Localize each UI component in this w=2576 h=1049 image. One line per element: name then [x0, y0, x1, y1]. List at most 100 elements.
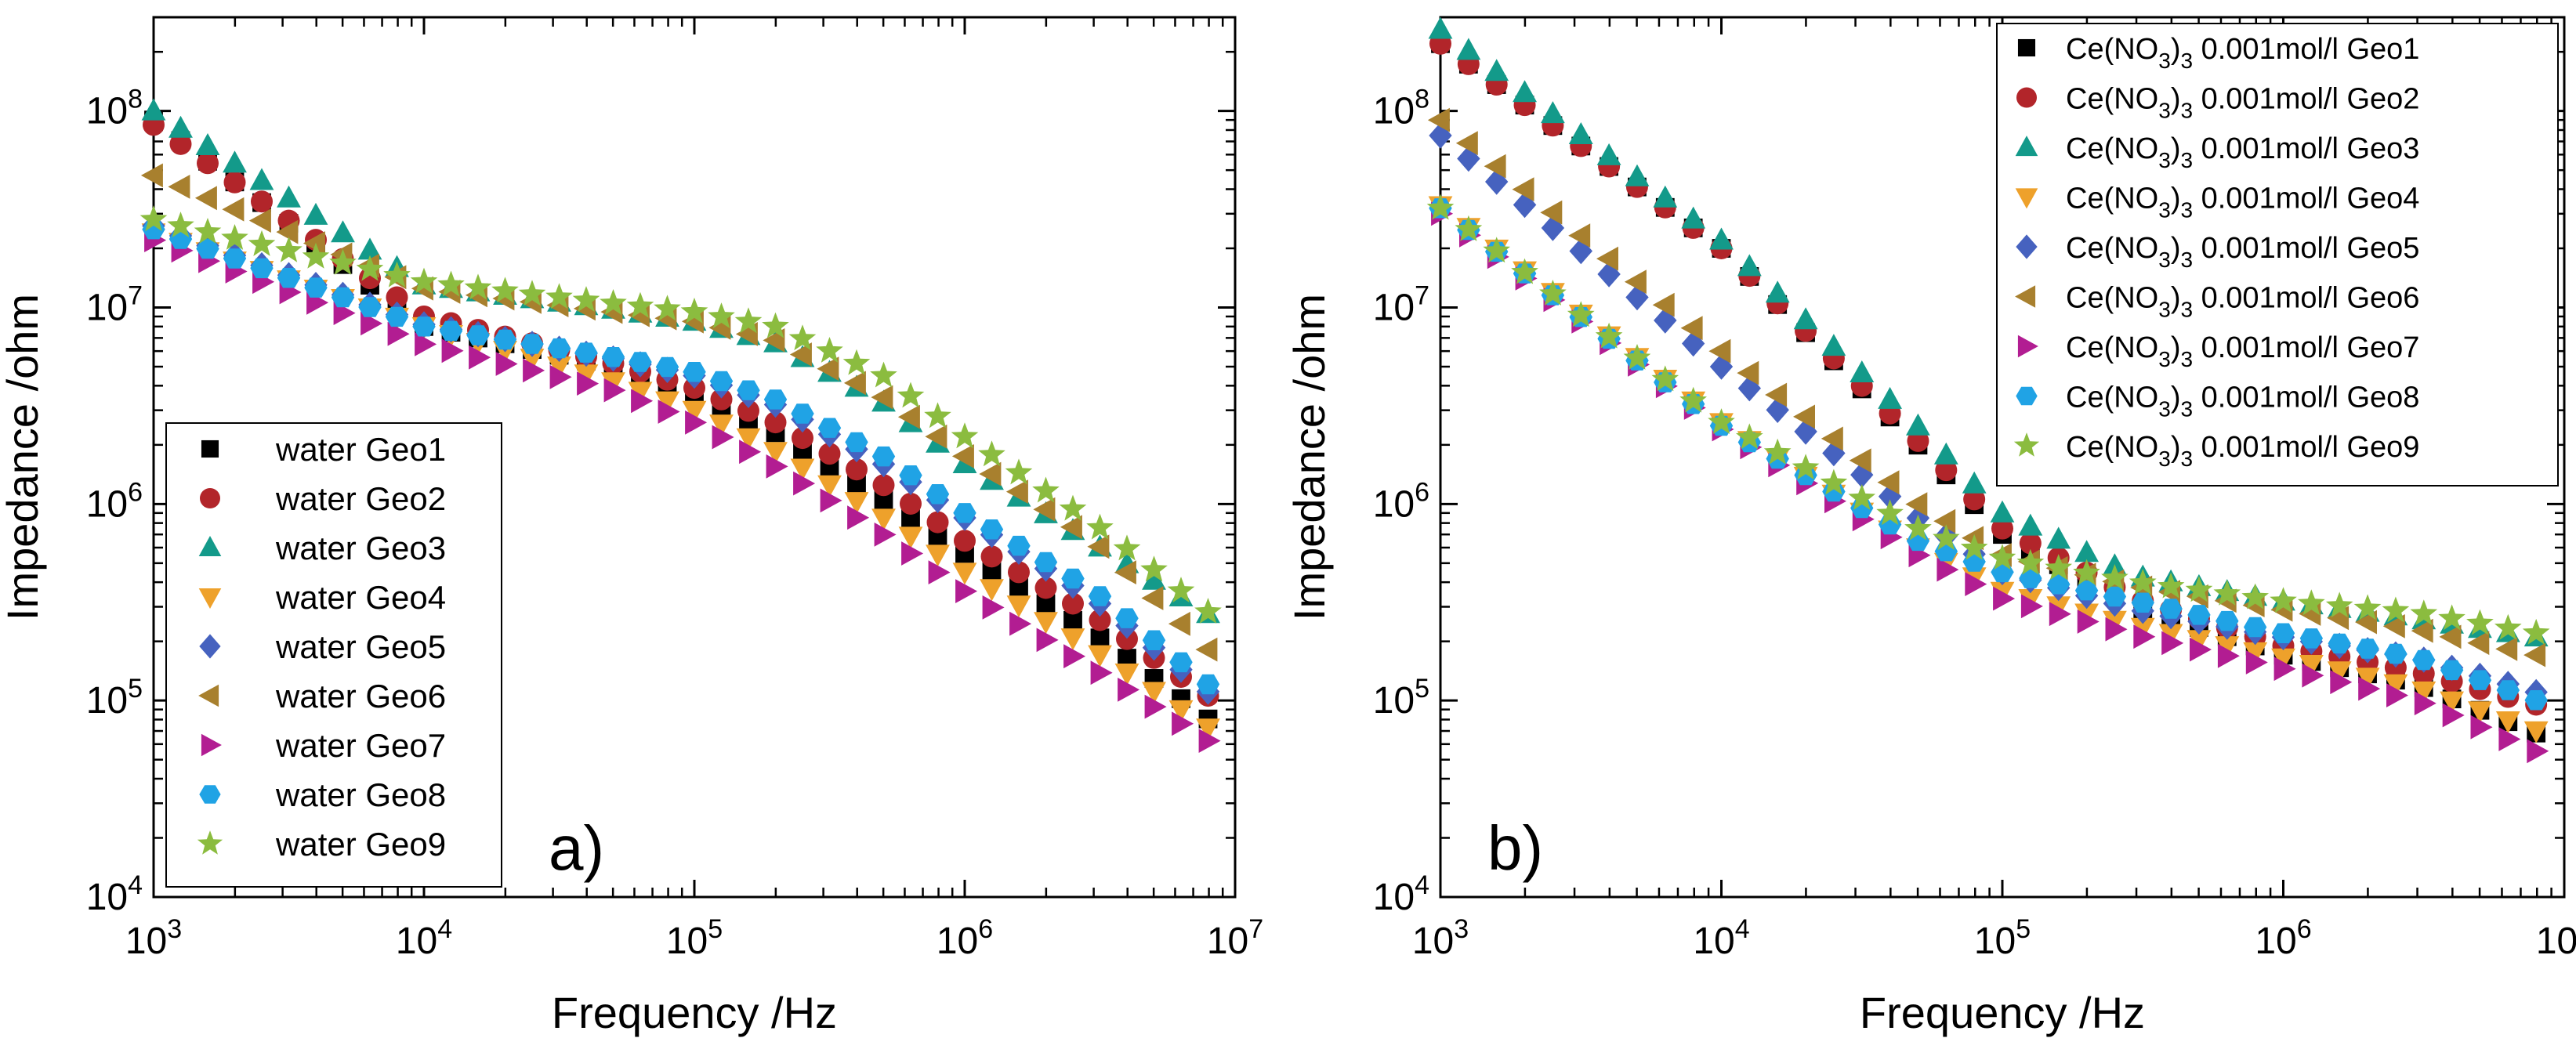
data-point: [1006, 595, 1031, 618]
y-axis-title: Impedance /ohm: [1284, 294, 1334, 620]
data-point: [223, 171, 246, 194]
data-point: [383, 261, 411, 288]
tick-base: 10: [1373, 483, 1415, 525]
legend-label: Ce(NO3)3 0.001mol/l Geo9: [2066, 431, 2419, 471]
data-point: [248, 208, 271, 233]
data-point: [547, 338, 571, 359]
data-point: [1113, 534, 1141, 561]
data-point: [169, 132, 192, 155]
legend-marker: [198, 588, 222, 609]
data-point: [1960, 534, 1988, 560]
data-point: [763, 442, 788, 465]
data-point: [955, 579, 978, 603]
x-tick-label: 105: [666, 914, 723, 962]
tick-exponent: 8: [128, 85, 143, 114]
data-point: [1907, 429, 1929, 452]
legend-label-prefix: Ce(NO: [2066, 232, 2158, 265]
data-point: [140, 163, 163, 188]
data-point: [1708, 408, 1735, 434]
data-point: [1848, 483, 1876, 510]
data-point: [574, 342, 598, 363]
data-point: [1679, 386, 1707, 413]
data-point: [1142, 567, 1166, 590]
data-point: [518, 280, 546, 306]
data-point: [276, 219, 299, 244]
legend-label-subscript: 3: [2158, 248, 2171, 272]
data-point: [1008, 561, 1030, 584]
data-point: [1116, 628, 1138, 650]
data-point: [2302, 663, 2324, 688]
legend-label-prefix: Ce(NO: [2066, 331, 2158, 364]
data-point: [953, 503, 976, 523]
data-point: [1935, 459, 1958, 482]
data-point: [2468, 701, 2492, 724]
data-point: [1168, 700, 1194, 722]
data-point: [601, 347, 625, 367]
legend-marker: [197, 830, 223, 855]
data-point: [2384, 643, 2408, 664]
data-point: [816, 337, 843, 363]
legend-label-suffix: 0.001mol/l Geo1: [2193, 33, 2419, 66]
y-tick-label: 106: [1373, 477, 1429, 525]
data-point: [195, 133, 220, 155]
data-point: [2412, 649, 2436, 671]
legend-label-suffix: 0.001mol/l Geo2: [2193, 83, 2419, 116]
data-point: [277, 185, 301, 208]
legend: water Geo1 water Geo2 water Geo3 water Geo4…: [165, 422, 502, 888]
data-point: [2524, 690, 2548, 711]
legend-label: Ce(NO3)3 0.001mol/l Geo8: [2066, 382, 2419, 421]
data-point: [817, 475, 842, 497]
data-point: [1567, 301, 1595, 327]
data-point: [2495, 637, 2518, 661]
data-point: [844, 492, 869, 515]
data-point: [223, 150, 247, 173]
data-point: [2470, 714, 2493, 740]
data-point: [980, 579, 1004, 602]
data-point: [788, 324, 817, 351]
data-point: [1878, 386, 1902, 409]
legend-label-paren: ): [2171, 33, 2181, 66]
data-point: [654, 295, 681, 321]
data-point: [1088, 586, 1112, 606]
data-point: [1933, 524, 1960, 551]
data-point: [1009, 577, 1028, 597]
data-point: [1623, 344, 1651, 370]
data-point: [1765, 280, 1790, 303]
tick-base: 10: [937, 921, 978, 962]
data-point: [1653, 185, 1678, 208]
data-point: [603, 378, 626, 403]
x-tick-label: 106: [937, 914, 993, 962]
data-point: [2019, 532, 2042, 555]
data-point: [1169, 652, 1193, 673]
data-point: [1680, 316, 1703, 341]
data-point: [1540, 200, 1563, 225]
data-point: [1511, 258, 1538, 284]
data-point: [469, 345, 491, 370]
data-point: [1196, 674, 1220, 695]
legend-label-paren: ): [2171, 382, 2181, 414]
legend-marker: [201, 733, 222, 757]
data-point: [1036, 628, 1059, 653]
data-point: [356, 255, 384, 281]
data-point: [982, 595, 1005, 620]
data-point: [412, 317, 436, 337]
data-point: [626, 291, 654, 318]
legend-label-suffix: 0.001mol/l Geo9: [2193, 431, 2419, 464]
data-point: [1820, 468, 1848, 495]
data-point: [410, 267, 438, 294]
tick-base: 10: [1373, 288, 1415, 329]
legend-label-suffix: 0.001mol/l Geo8: [2193, 382, 2419, 414]
data-point: [736, 428, 761, 450]
data-point: [2495, 711, 2520, 733]
legend-label-paren: ): [2171, 282, 2181, 315]
data-point: [2020, 594, 2043, 619]
data-point: [1063, 644, 1086, 669]
legend-marker: [2013, 432, 2040, 457]
data-point: [2467, 631, 2490, 656]
data-point: [2190, 637, 2212, 662]
data-point: [1933, 508, 1956, 534]
data-point: [303, 231, 325, 255]
data-point: [1198, 729, 1221, 753]
